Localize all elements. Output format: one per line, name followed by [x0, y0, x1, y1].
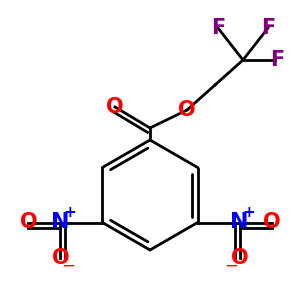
- Text: +: +: [63, 205, 76, 220]
- Text: O: O: [231, 248, 248, 268]
- Text: O: O: [106, 97, 124, 117]
- Text: F: F: [211, 18, 225, 38]
- Text: N: N: [230, 212, 249, 232]
- Text: O: O: [178, 100, 196, 120]
- Text: F: F: [261, 18, 275, 38]
- Text: +: +: [242, 205, 255, 220]
- Text: O: O: [263, 212, 280, 232]
- Text: −: −: [225, 256, 238, 274]
- Text: F: F: [270, 50, 284, 70]
- Text: −: −: [61, 256, 75, 274]
- Text: O: O: [52, 248, 69, 268]
- Text: N: N: [51, 212, 70, 232]
- Text: O: O: [20, 212, 37, 232]
